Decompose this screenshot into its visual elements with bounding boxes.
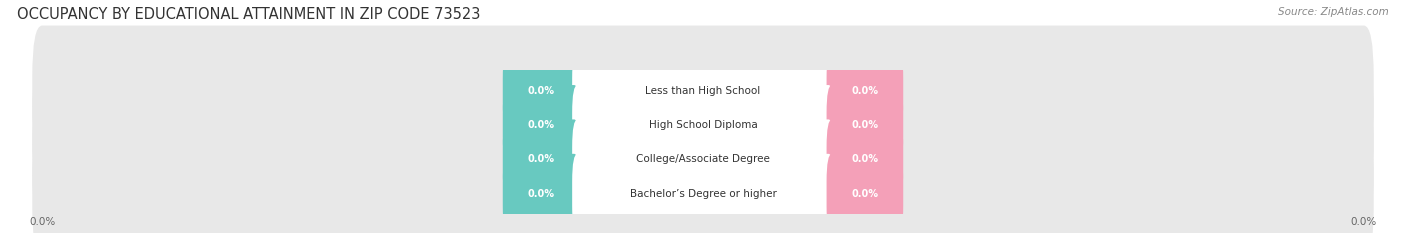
FancyBboxPatch shape bbox=[827, 51, 903, 130]
FancyBboxPatch shape bbox=[827, 85, 903, 165]
Text: Source: ZipAtlas.com: Source: ZipAtlas.com bbox=[1278, 7, 1389, 17]
Text: College/Associate Degree: College/Associate Degree bbox=[636, 154, 770, 164]
Text: 0.0%: 0.0% bbox=[527, 154, 554, 164]
Text: 0.0%: 0.0% bbox=[527, 189, 554, 199]
Text: 0.0%: 0.0% bbox=[527, 120, 554, 130]
FancyBboxPatch shape bbox=[827, 120, 903, 199]
FancyBboxPatch shape bbox=[572, 154, 834, 233]
FancyBboxPatch shape bbox=[503, 51, 579, 130]
FancyBboxPatch shape bbox=[32, 94, 1374, 224]
FancyBboxPatch shape bbox=[32, 60, 1374, 190]
FancyBboxPatch shape bbox=[32, 129, 1374, 233]
Text: Less than High School: Less than High School bbox=[645, 86, 761, 96]
Text: 0.0%: 0.0% bbox=[852, 120, 879, 130]
Text: Bachelor’s Degree or higher: Bachelor’s Degree or higher bbox=[630, 189, 776, 199]
Text: High School Diploma: High School Diploma bbox=[648, 120, 758, 130]
Text: 0.0%: 0.0% bbox=[527, 86, 554, 96]
FancyBboxPatch shape bbox=[572, 85, 834, 165]
FancyBboxPatch shape bbox=[503, 154, 579, 233]
FancyBboxPatch shape bbox=[503, 120, 579, 199]
Text: 0.0%: 0.0% bbox=[852, 86, 879, 96]
FancyBboxPatch shape bbox=[503, 85, 579, 165]
FancyBboxPatch shape bbox=[572, 51, 834, 130]
FancyBboxPatch shape bbox=[827, 154, 903, 233]
Text: OCCUPANCY BY EDUCATIONAL ATTAINMENT IN ZIP CODE 73523: OCCUPANCY BY EDUCATIONAL ATTAINMENT IN Z… bbox=[17, 7, 481, 22]
FancyBboxPatch shape bbox=[32, 26, 1374, 156]
Text: 0.0%: 0.0% bbox=[852, 189, 879, 199]
Text: 0.0%: 0.0% bbox=[852, 154, 879, 164]
FancyBboxPatch shape bbox=[572, 120, 834, 199]
